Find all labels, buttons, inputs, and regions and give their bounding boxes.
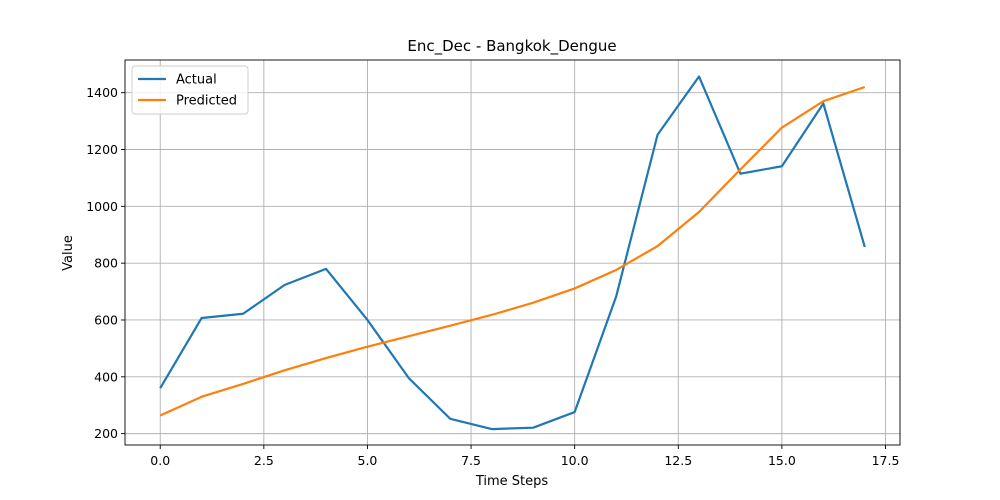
legend-label-actual: Actual <box>176 73 217 88</box>
y-tick-label: 600 <box>94 312 118 327</box>
y-axis-label: Value <box>61 235 76 271</box>
y-tick-label: 200 <box>94 426 118 441</box>
x-tick-label: 15.0 <box>768 453 796 468</box>
x-tick-label: 0.0 <box>150 453 170 468</box>
y-tick-label: 800 <box>94 256 118 271</box>
chart-title: Enc_Dec - Bangkok_Dengue <box>407 37 616 56</box>
y-tick-label: 1400 <box>86 85 118 100</box>
legend: Actual Predicted <box>131 65 249 115</box>
x-tick-label: 12.5 <box>664 453 692 468</box>
x-tick-label: 7.5 <box>461 453 481 468</box>
series-line-actual <box>159 75 866 431</box>
x-tick-label: 17.5 <box>872 453 900 468</box>
series-lines <box>159 75 866 431</box>
y-tick-label: 400 <box>94 369 118 384</box>
plot-frame <box>124 59 901 446</box>
y-tick-label: 1200 <box>86 142 118 157</box>
x-tick-label: 5.0 <box>358 453 378 468</box>
grid-lines <box>125 60 900 445</box>
x-tick-label: 10.0 <box>561 453 589 468</box>
y-axis-ticks: 200 400 600 800 1000 1200 1400 <box>86 85 125 441</box>
y-tick-label: 1000 <box>86 199 118 214</box>
x-axis-ticks: 0.0 2.5 5.0 7.5 10.0 12.5 15.0 17.5 <box>150 445 899 468</box>
x-tick-label: 2.5 <box>254 453 274 468</box>
x-axis-label: Time Steps <box>475 474 549 489</box>
legend-label-predicted: Predicted <box>176 94 237 109</box>
series-line-predicted <box>159 85 866 417</box>
